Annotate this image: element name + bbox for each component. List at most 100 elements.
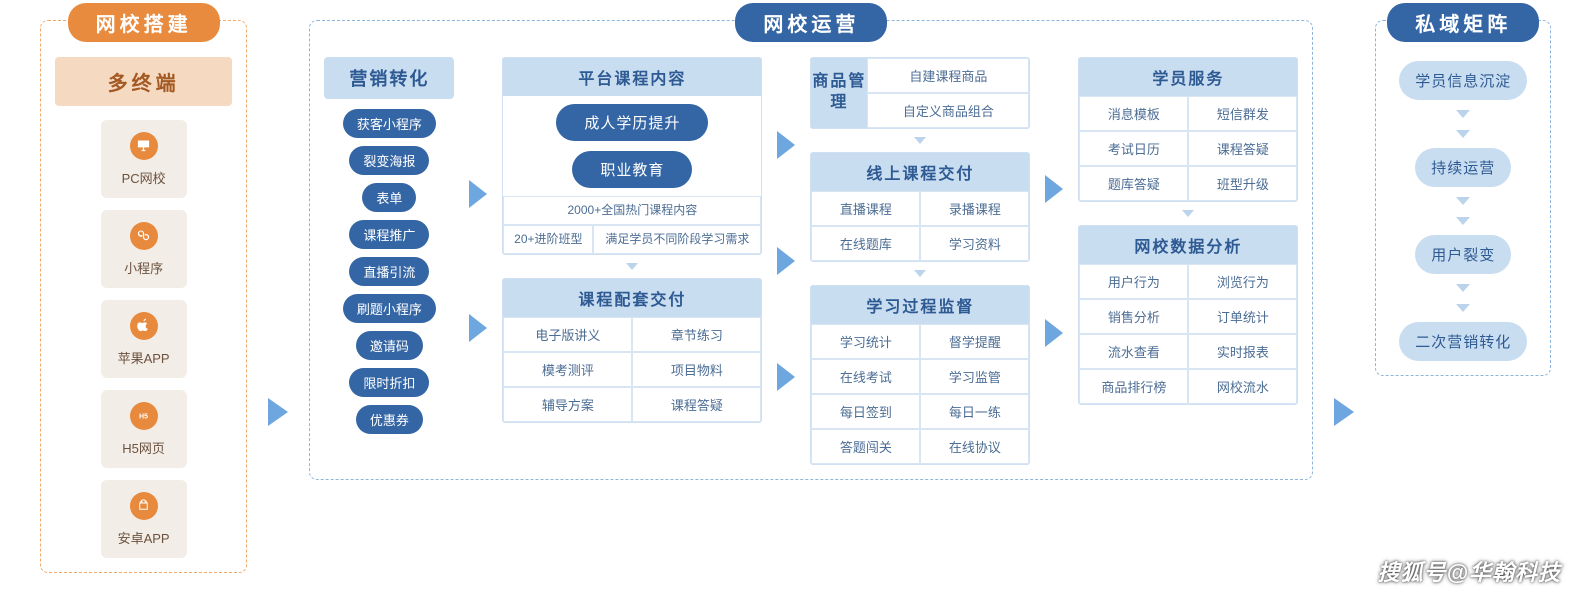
down-arrow-icon [914, 137, 926, 144]
platform-column: 平台课程内容 成人学历提升 职业教育 2000+全国热门课程内容 20+进阶班型… [502, 57, 762, 465]
down-arrow-icon [626, 263, 638, 270]
svg-text:H5: H5 [139, 414, 148, 421]
study-cell: 督学提醒 [920, 324, 1029, 359]
delivery-cell: 在线题库 [811, 226, 920, 261]
diagram-root: 网校搭建 多终端 PC网校 小程序 苹果APP H5 H5网页 安卓APP [40, 20, 1551, 573]
private-list: 学员信息沉淀 持续运营 用户裂变 二次营销转化 [1390, 57, 1536, 361]
delivery-cell: 学习资料 [920, 226, 1029, 261]
service-cell: 考试日历 [1079, 131, 1188, 166]
miniapp-icon [130, 222, 158, 250]
section-private-title: 私域矩阵 [1387, 3, 1539, 42]
ops-column: 商品管理 自建课程商品 自定义商品组合 线上课程交付 直播课程 录播课程 在线题… [810, 57, 1030, 465]
terminal-android: 安卓APP [101, 480, 187, 558]
platform-note: 2000+全国热门课程内容 [503, 196, 761, 225]
flow-arrow-icon [772, 57, 800, 465]
platform-pill: 职业教育 [572, 151, 692, 188]
analytics-cell: 浏览行为 [1188, 264, 1297, 299]
private-item: 学员信息沉淀 [1399, 61, 1527, 100]
down-arrow-icon [1456, 217, 1470, 225]
analytics-cell: 销售分析 [1079, 299, 1188, 334]
terminal-ios: 苹果APP [101, 300, 187, 378]
down-arrow-icon [1456, 284, 1470, 292]
android-icon [130, 492, 158, 520]
flow-arrow-icon [1331, 398, 1357, 426]
marketing-item: 课程推广 [349, 220, 429, 249]
analytics-cell: 网校流水 [1188, 369, 1297, 404]
multi-terminal-header: 多终端 [55, 57, 232, 106]
analytics-cell: 用户行为 [1079, 264, 1188, 299]
support-cell: 章节练习 [632, 317, 761, 352]
h5-icon: H5 [130, 402, 158, 430]
support-cell: 辅导方案 [503, 387, 632, 422]
platform-title: 平台课程内容 [503, 58, 761, 96]
down-arrow-icon [1182, 210, 1194, 217]
support-cell: 模考测评 [503, 352, 632, 387]
section-private: 私域矩阵 学员信息沉淀 持续运营 用户裂变 二次营销转化 [1375, 20, 1551, 376]
terminal-label: 安卓APP [118, 528, 170, 547]
analytics-cell: 订单统计 [1188, 299, 1297, 334]
goods-card: 商品管理 自建课程商品 自定义商品组合 [810, 57, 1030, 129]
analytics-title: 网校数据分析 [1079, 226, 1297, 264]
section-build: 网校搭建 多终端 PC网校 小程序 苹果APP H5 H5网页 安卓APP [40, 20, 247, 573]
private-item: 二次营销转化 [1399, 322, 1527, 361]
section-operate: 网校运营 营销转化 获客小程序 裂变海报 表单 课程推广 直播引流 刷题小程序 … [309, 20, 1313, 480]
delivery-cell: 录播课程 [920, 191, 1029, 226]
terminal-label: H5网页 [122, 438, 165, 457]
support-cell: 项目物料 [632, 352, 761, 387]
monitor-icon [130, 132, 158, 160]
flow-arrow-icon [265, 398, 291, 426]
terminal-h5: H5 H5网页 [101, 390, 187, 468]
terminal-miniapp: 小程序 [101, 210, 187, 288]
service-cell: 课程答疑 [1188, 131, 1297, 166]
marketing-column: 营销转化 获客小程序 裂变海报 表单 课程推广 直播引流 刷题小程序 邀请码 限… [324, 57, 454, 465]
study-title: 学习过程监督 [811, 286, 1029, 324]
down-arrow-icon [1456, 130, 1470, 138]
private-item: 持续运营 [1415, 148, 1511, 187]
study-cell: 答题闯关 [811, 429, 920, 464]
support-cell: 课程答疑 [632, 387, 761, 422]
support-card: 课程配套交付 电子版讲义 章节练习 模考测评 项目物料 辅导方案 课程答疑 [502, 278, 762, 423]
down-arrow-icon [914, 270, 926, 277]
terminal-label: PC网校 [122, 168, 166, 187]
goods-title: 商品管理 [811, 58, 867, 128]
marketing-item: 刷题小程序 [343, 294, 436, 323]
terminal-label: 小程序 [124, 258, 163, 277]
section-operate-title: 网校运营 [735, 3, 887, 42]
marketing-item: 优惠券 [356, 405, 423, 434]
support-title: 课程配套交付 [503, 279, 761, 317]
terminal-pc: PC网校 [101, 120, 187, 198]
marketing-item: 邀请码 [356, 331, 423, 360]
delivery-title: 线上课程交付 [811, 153, 1029, 191]
marketing-item: 限时折扣 [349, 368, 429, 397]
flow-arrow-icon [464, 57, 492, 465]
analytics-card: 网校数据分析 用户行为 浏览行为 销售分析 订单统计 流水查看 实时报表 [1078, 225, 1298, 405]
terminal-label: 苹果APP [118, 348, 170, 367]
goods-cell: 自建课程商品 [867, 58, 1029, 93]
delivery-cell: 直播课程 [811, 191, 920, 226]
terminal-grid: PC网校 小程序 苹果APP H5 H5网页 安卓APP [55, 120, 232, 558]
marketing-list: 获客小程序 裂变海报 表单 课程推广 直播引流 刷题小程序 邀请码 限时折扣 优… [324, 109, 454, 434]
platform-cell: 满足学员不同阶段学习需求 [593, 225, 761, 254]
study-card: 学习过程监督 学习统计 督学提醒 在线考试 学习监管 每日签到 每日一练 [810, 285, 1030, 465]
support-cell: 电子版讲义 [503, 317, 632, 352]
marketing-item: 获客小程序 [343, 109, 436, 138]
study-cell: 在线考试 [811, 359, 920, 394]
marketing-item: 表单 [362, 183, 416, 212]
goods-cell: 自定义商品组合 [867, 93, 1029, 128]
service-cell: 题库答疑 [1079, 166, 1188, 201]
study-cell: 每日签到 [811, 394, 920, 429]
platform-pill: 成人学历提升 [556, 104, 708, 141]
flow-arrow-icon [1040, 57, 1068, 465]
down-arrow-icon [1456, 197, 1470, 205]
private-item: 用户裂变 [1415, 235, 1511, 274]
apple-icon [130, 312, 158, 340]
marketing-title: 营销转化 [324, 57, 454, 99]
delivery-card: 线上课程交付 直播课程 录播课程 在线题库 学习资料 [810, 152, 1030, 262]
marketing-item: 裂变海报 [349, 146, 429, 175]
down-arrow-icon [1456, 304, 1470, 312]
service-cell: 短信群发 [1188, 96, 1297, 131]
study-cell: 学习监管 [920, 359, 1029, 394]
service-column: 学员服务 消息模板 短信群发 考试日历 课程答疑 题库答疑 班型升级 [1078, 57, 1298, 465]
platform-cell: 20+进阶班型 [503, 225, 593, 254]
analytics-cell: 流水查看 [1079, 334, 1188, 369]
